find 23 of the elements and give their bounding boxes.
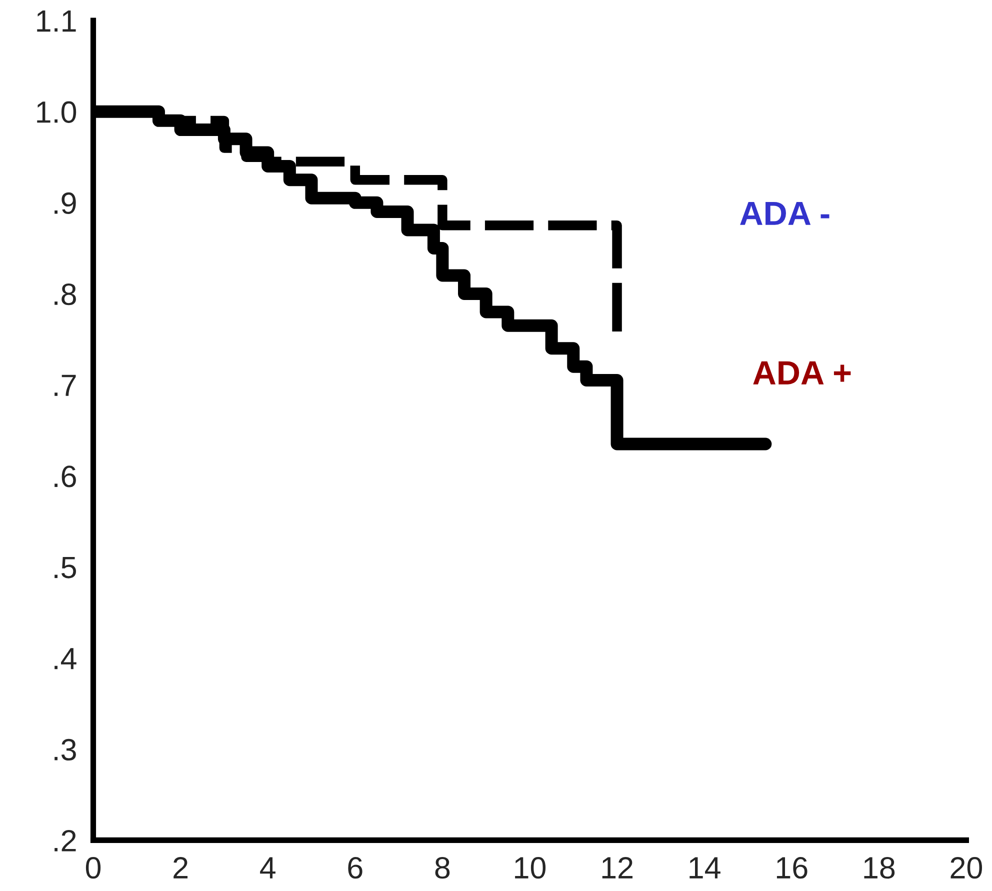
x-tick-label: 16 xyxy=(776,856,808,879)
x-tick-label: 6 xyxy=(348,856,362,879)
text: ADA - xyxy=(740,202,830,225)
y-tick-label: .8 xyxy=(54,283,76,306)
y-tick-label: 1.1 xyxy=(37,10,76,32)
y-tick-label: .7 xyxy=(54,374,76,396)
y-tick-label: 1.0 xyxy=(37,101,76,123)
y-tick-label: .9 xyxy=(54,192,76,214)
series-label: ADA + xyxy=(753,361,851,384)
x-tick-label: 14 xyxy=(690,857,720,878)
x-tick-label: 20 xyxy=(950,856,982,879)
x-tick-label: 0 xyxy=(86,856,101,879)
y-tick-label: .3 xyxy=(54,738,76,761)
x-tick-label: 10 xyxy=(515,856,546,879)
y-tick-label: .6 xyxy=(54,466,76,488)
x-tick-label: 2 xyxy=(174,856,188,878)
x-tick-label: 18 xyxy=(864,856,895,879)
x-tick-label: 4 xyxy=(260,857,276,878)
y-tick-label: .2 xyxy=(54,830,76,852)
y-tick-label: .5 xyxy=(54,557,76,578)
y-tick-label: .4 xyxy=(54,648,76,670)
x-tick-label: 12 xyxy=(602,856,632,878)
x-tick-label: 8 xyxy=(435,856,450,879)
